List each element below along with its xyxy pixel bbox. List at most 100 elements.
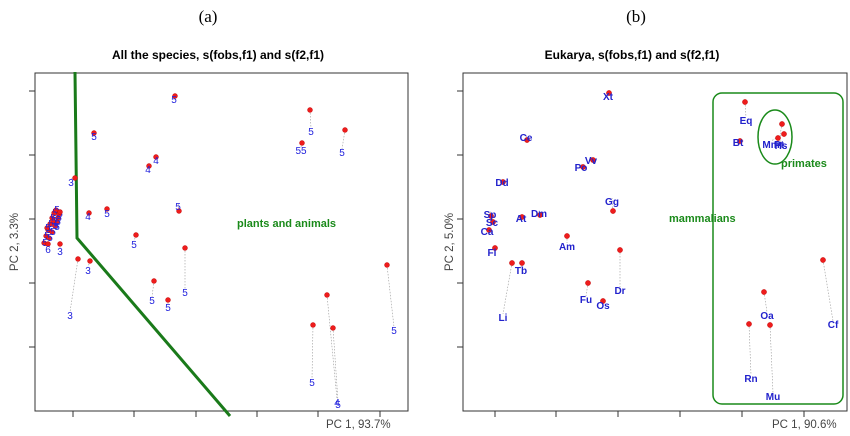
panel-b-point-label: Sc — [486, 218, 499, 229]
panel-a-connector — [311, 324, 314, 380]
panel-a-connector — [309, 109, 312, 129]
panel-b-point — [500, 179, 506, 185]
panel-a-point-label: 5 — [339, 148, 345, 159]
panel-a-cluster-label: 5 — [51, 216, 57, 227]
panel-a-point-label: 4 — [145, 165, 151, 176]
panel-a-point-label: 5 — [308, 127, 314, 138]
panel-a-label: (a) — [199, 7, 218, 26]
panel-b-point-label: Li — [499, 313, 508, 324]
panel-a-separator-line — [73, 71, 232, 417]
primates-label: primates — [781, 158, 827, 170]
panel-a-point-label: 4 — [153, 156, 159, 167]
panel-a-point — [172, 93, 178, 99]
panel-a-point-label: 3 — [85, 266, 91, 277]
mammalians-box — [712, 92, 844, 405]
panel-b-point-label: Ce — [520, 133, 533, 144]
panel-a-cluster-label: 5 — [55, 217, 61, 228]
panel-b-point — [537, 212, 543, 218]
panel-a-point-label: 3 — [68, 178, 74, 189]
panel-b-connector — [744, 101, 747, 118]
panel-b-point — [486, 227, 492, 233]
panel-a-xlabel: PC 1, 93.7% — [326, 419, 391, 431]
panel-b-point-label: Bt — [733, 138, 744, 149]
panel-a-point — [307, 107, 313, 113]
panel-a-point — [146, 163, 152, 169]
panel-b-point — [519, 260, 525, 266]
panel-a-point — [324, 292, 330, 298]
panel-a-point-label: 5 — [54, 222, 60, 233]
panel-a-cluster-label: 5 — [53, 221, 59, 232]
panel-b-point-label: Fl — [488, 248, 497, 259]
panel-a-point — [104, 206, 110, 212]
panel-a-ylabel: PC 2, 3.3% — [9, 213, 21, 271]
primates-ellipse — [757, 109, 793, 165]
panel-b-point-label: Rn — [744, 374, 757, 385]
panel-b-label: (b) — [626, 7, 646, 26]
panel-a-point-label: 55 — [295, 146, 307, 157]
panel-b-point — [492, 245, 498, 251]
panel-a-cluster-point — [44, 225, 50, 231]
panel-b-point — [585, 280, 591, 286]
panel-b-point — [524, 137, 530, 143]
panel-b-point-label: Ca — [481, 227, 494, 238]
panel-b-point-label: Mm — [762, 140, 779, 151]
panel-a-cluster-point — [49, 229, 55, 235]
panel-a-point — [57, 241, 63, 247]
panel-a-connector — [332, 327, 339, 402]
panel-b-point-label: Gg — [605, 197, 619, 208]
panel-b-ylabel: PC 2, 5.0% — [444, 213, 456, 271]
panel-b-point-label: Mu — [766, 392, 780, 403]
panel-b-point — [509, 260, 515, 266]
panel-b-point-label: Dr — [614, 286, 625, 297]
panel-a-point-label: 5 — [171, 95, 177, 106]
panel-b-connector — [763, 291, 768, 313]
panel-a-point-label: 5 — [335, 400, 341, 411]
panel-b-connector — [769, 324, 774, 394]
panel-b-point — [820, 257, 826, 263]
panel-b-plot-frame — [462, 72, 848, 412]
panel-a-point — [384, 262, 390, 268]
panel-b-point — [606, 90, 612, 96]
panel-a-cluster-label: 5 — [54, 205, 60, 216]
panel-a-point — [133, 232, 139, 238]
panel-a-point-label: 5 — [91, 132, 97, 143]
panel-a-point — [299, 140, 305, 146]
panel-a-cluster-label: 5 — [52, 208, 58, 219]
panel-b-point-label: Po — [575, 163, 588, 174]
panel-a-connector — [326, 294, 338, 400]
panel-a-point-label: 5 — [165, 303, 171, 314]
panel-a-y-ticks — [29, 90, 35, 348]
panel-a-plot-frame — [34, 72, 409, 412]
panel-a-point-label: 6 — [45, 245, 51, 256]
panel-b-connector — [748, 323, 752, 376]
panel-b-connector — [611, 197, 614, 212]
panel-a-cluster-label: 5 — [56, 213, 62, 224]
panel-b-point-label: Cf — [828, 320, 839, 331]
panel-a-x-ticks — [72, 411, 381, 417]
panel-a-point-label: 5 — [309, 378, 315, 389]
panel-a-point-label: 5 — [131, 240, 137, 251]
panel-a-point-label: 3 — [57, 247, 63, 258]
panel-b-point — [519, 214, 525, 220]
panel-a-point — [57, 209, 63, 215]
panel-b-point-label: Dd — [495, 178, 508, 189]
panel-b-y-ticks — [457, 90, 463, 348]
panel-b-title: Eukarya, s(fobs,f1) and s(f2,f1) — [545, 48, 720, 62]
panel-a-point-label: 5 — [104, 209, 110, 220]
panel-a-point — [310, 322, 316, 328]
panel-b-point — [781, 131, 787, 137]
panel-a-annotation: plants and animals — [237, 218, 336, 230]
panel-b-point — [775, 135, 781, 141]
panel-b-point — [742, 99, 748, 105]
panel-a-point-label: 4 — [334, 398, 340, 409]
panel-a-connector — [151, 280, 155, 298]
panel-b-point-label: Eq — [740, 116, 753, 127]
panel-b-point-label: Xt — [603, 92, 614, 103]
panel-b-x-ticks — [494, 411, 805, 417]
panel-a-cluster-label: 5 — [46, 225, 52, 236]
panel-a-point — [72, 175, 78, 181]
panel-a-cluster-label: 5 — [50, 227, 56, 238]
panel-a-point — [176, 208, 182, 214]
panel-a-point — [182, 245, 188, 251]
